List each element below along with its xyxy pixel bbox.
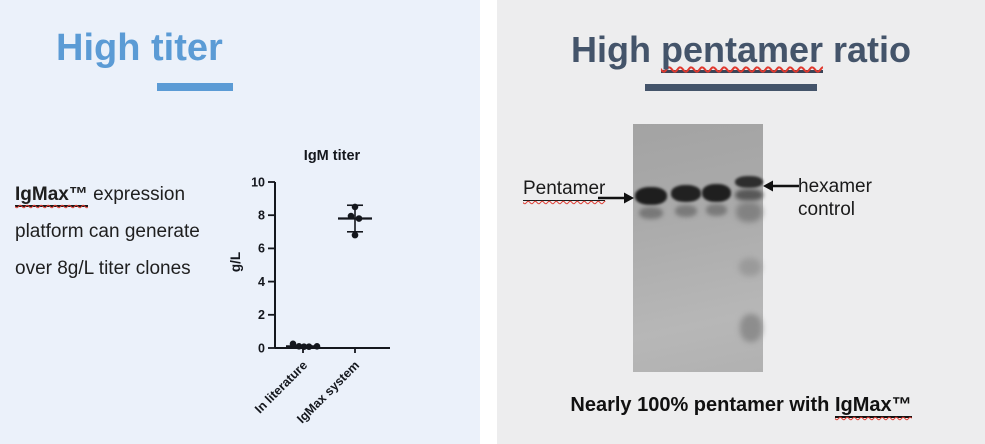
- left-title-underlined-word: titer: [150, 27, 223, 69]
- hexamer-arrow-icon: [763, 180, 799, 192]
- gel-lane4-lower-blob: [740, 314, 762, 342]
- left-title-underline-bar: [157, 83, 233, 91]
- bottom-caption: Nearly 100% pentamer with IgMax™: [497, 394, 985, 418]
- igmax-term: IgMax™: [15, 184, 88, 207]
- right-panel-title: High pentamer ratio: [497, 28, 985, 73]
- gel-image: [633, 124, 763, 372]
- gel-lane4-mid-band: [735, 189, 763, 201]
- panel-divider: [480, 0, 497, 444]
- svg-text:8: 8: [258, 209, 265, 223]
- left-title-prefix: High: [56, 27, 151, 69]
- gel-lane4-hexamer-band: [735, 176, 763, 188]
- caption-igmax-term: IgMax™: [834, 394, 912, 418]
- svg-text:0: 0: [258, 341, 265, 355]
- hexamer-control-label: hexamer control: [798, 175, 872, 221]
- caption-prefix: Nearly 100% pentamer with: [570, 394, 835, 416]
- pentamer-label: Pentamer: [523, 178, 606, 201]
- right-title-prefix: High: [570, 29, 661, 70]
- gel-lane1-minor-band: [639, 207, 663, 219]
- description-line-2: platform can generate: [15, 221, 200, 242]
- right-panel: High pentamer ratio Pentamer hexamer: [497, 0, 985, 444]
- svg-text:2: 2: [258, 308, 265, 322]
- gel-lane2-minor-band: [675, 205, 697, 217]
- svg-text:IgM titer: IgM titer: [304, 148, 361, 164]
- gel-lane4-faint-band: [739, 258, 761, 276]
- svg-text:6: 6: [258, 242, 265, 256]
- pentamer-arrow-icon: [598, 192, 634, 204]
- left-panel-title: High titer: [56, 26, 223, 72]
- titer-chart: IgM titer g/L 0 2 4 6 8 10 In literature IgMax sy…: [222, 140, 412, 440]
- svg-text:In literature: In literature: [252, 358, 310, 416]
- svg-text:4: 4: [258, 275, 265, 289]
- right-title-underlined-word: pentamer: [660, 29, 824, 73]
- description-line-3: over 8g/L titer clones: [15, 258, 191, 279]
- gel-lane1-pentamer-band: [635, 187, 667, 205]
- gel-lane3-pentamer-band: [702, 184, 731, 202]
- hexamer-label-line-1: hexamer: [798, 176, 872, 197]
- right-title-suffix: ratio: [823, 29, 912, 70]
- gel-lane4-smear: [736, 202, 762, 222]
- left-panel: High titer IgMax™ expression platform ca…: [0, 0, 480, 444]
- description-line-1: IgMax™ expression: [15, 176, 245, 213]
- hexamer-label-line-2: control: [798, 199, 856, 220]
- left-description: IgMax™ expression platform can generate …: [15, 176, 245, 287]
- gel-lane2-pentamer-band: [671, 185, 701, 202]
- svg-text:10: 10: [251, 175, 265, 189]
- gel-lane3-minor-band: [706, 204, 727, 216]
- description-line-1-rest: expression: [87, 184, 186, 205]
- svg-text:g/L: g/L: [228, 252, 243, 272]
- right-title-underline-bar: [645, 84, 817, 91]
